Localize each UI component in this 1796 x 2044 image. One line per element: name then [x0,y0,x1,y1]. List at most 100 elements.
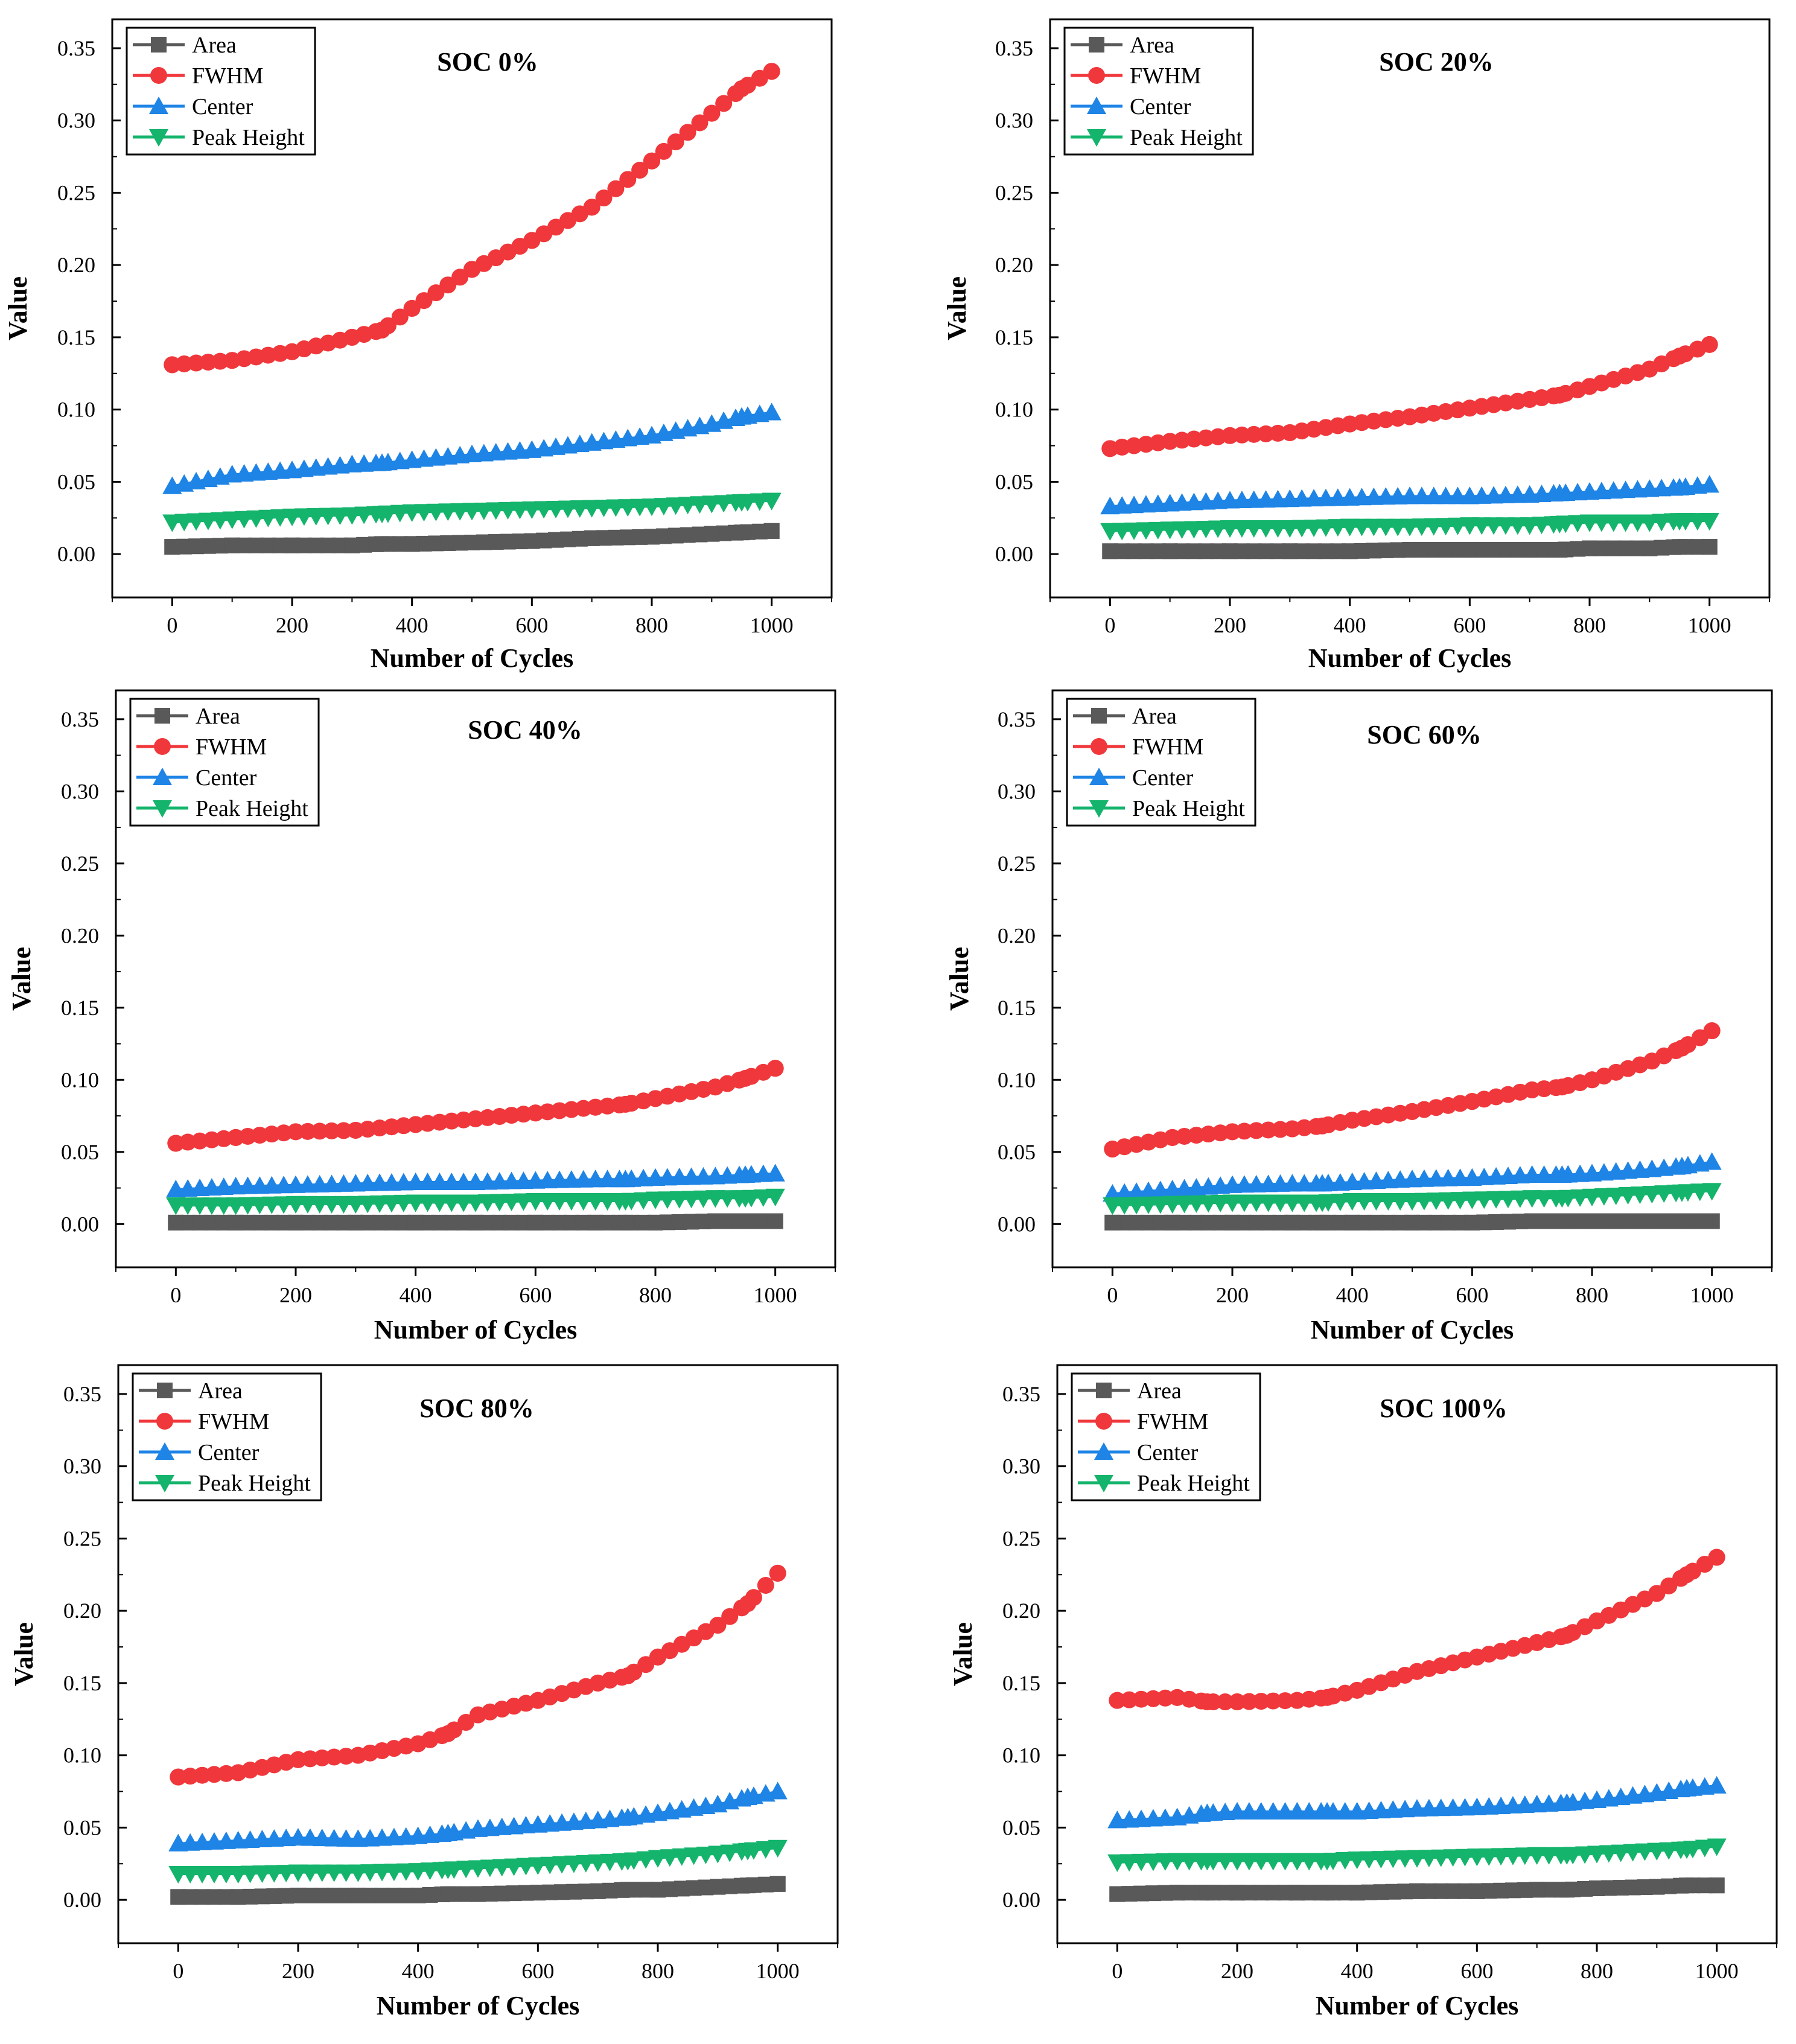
marker-peak-height [306,508,326,526]
marker-peak-height [516,1858,536,1876]
data-point-peak-height [618,1853,638,1871]
data-point-peak-height [1587,1845,1607,1864]
data-point-fwhm [1678,1566,1695,1584]
marker-peak-height [456,1861,476,1879]
data-point-peak-height [372,506,392,524]
data-point-fwhm [1224,1123,1241,1141]
y-tick-label: 0.00 [1002,1888,1040,1912]
marker-fwhm [679,124,696,141]
y-tick-label: 0.25 [998,852,1036,876]
legend: Area FWHM Center Peak Height [132,1372,322,1501]
data-point-area [230,1889,246,1905]
marker-peak-height [558,500,578,518]
marker-peak-height [426,503,446,521]
data-point-peak-height [1580,514,1599,532]
data-point-area [468,1214,483,1231]
data-point-center [646,1168,665,1186]
data-point-peak-height [228,1866,248,1884]
data-point-center [402,450,422,468]
data-point-peak-height [585,1193,605,1211]
marker-peak-height [1568,515,1588,533]
x-tick-label: 400 [402,1959,435,1983]
x-tick-label: 0 [1107,1283,1118,1307]
marker-peak-height [186,513,206,531]
data-point-peak-height [1642,1186,1662,1204]
marker-fwhm [1233,426,1250,444]
data-point-area [587,1214,603,1231]
data-point-area [224,537,240,553]
data-point-area [1469,1883,1485,1899]
legend: Area FWHM Center Peak Height [1063,27,1254,156]
data-point-fwhm [463,261,480,278]
data-point-area [1644,1213,1660,1229]
marker-peak-height [681,1191,701,1209]
marker-peak-height [678,497,698,515]
marker-fwhm [1121,1691,1138,1708]
data-point-center [1282,1174,1302,1192]
legend-label: Peak Height [1132,796,1245,821]
data-point-fwhm [739,1595,756,1613]
legend-label: FWHM [1132,734,1203,760]
series-area [1102,539,1718,559]
data-point-center [466,1172,485,1190]
data-point-area [644,529,660,545]
x-tick-label: 0 [1104,613,1115,637]
data-point-fwhm [1584,1071,1600,1089]
marker-fwhm [595,189,613,207]
marker-peak-height [1143,1853,1163,1871]
data-point-peak-height [1220,520,1240,538]
y-axis-title: Value [948,1622,978,1686]
data-point-center [1407,1799,1427,1817]
data-point-peak-height [1228,1853,1247,1871]
data-point-center [762,403,782,421]
data-point-fwhm [343,328,361,346]
marker-fwhm [619,171,637,188]
marker-fwhm [1264,1692,1282,1710]
data-point-area [1672,539,1687,555]
marker-peak-height [510,501,530,520]
legend-label: Peak Height [1137,1471,1250,1496]
data-point-center [348,1829,368,1847]
data-point-fwhm [1343,1112,1361,1129]
marker-peak-height [396,1863,416,1881]
y-tick-label: 0.35 [995,36,1033,60]
data-point-peak-height [1707,1838,1727,1856]
data-point-fwhm [707,1078,724,1096]
marker-peak-height [1606,1187,1626,1205]
series-line-fwhm [178,1572,779,1778]
marker-peak-height [514,1193,533,1211]
legend-label: Center [1137,1440,1199,1465]
data-point-center [1223,1175,1242,1193]
data-point-center [1160,494,1180,512]
marker-fwhm [1276,1692,1294,1710]
marker-peak-height [504,1858,524,1876]
marker-fwhm [1156,1689,1174,1707]
data-point-peak-height [1407,1850,1427,1868]
marker-peak-height [1695,1839,1715,1858]
y-tick-label: 0.00 [61,1212,99,1236]
series-center [162,403,782,494]
data-point-peak-height [1107,1854,1127,1872]
chart-title: SOC 80% [419,1393,533,1423]
data-point-fwhm [1348,1681,1366,1699]
marker-peak-height [1448,517,1468,535]
series-line-fwhm [1117,1556,1718,1704]
marker-peak-height [1304,520,1324,538]
data-point-peak-height [408,1863,428,1881]
data-point-center [1467,1797,1487,1815]
marker-peak-height [438,503,458,521]
y-tick-label: 0.30 [995,109,1033,133]
legend-marker-area [1089,37,1104,53]
data-point-area [1554,1213,1570,1229]
legend-marker-peak-height [155,1475,174,1492]
legend-marker-fwhm [1095,1413,1112,1430]
data-point-area [1229,1885,1245,1901]
data-point-peak-height [1550,515,1570,533]
data-point-fwhm [403,300,421,317]
data-point-center [1582,1164,1602,1182]
y-tick-label: 0.05 [63,1815,101,1839]
x-tick-label: 800 [1576,1283,1608,1307]
chart-title: SOC 0% [437,47,538,77]
data-point-fwhm [529,1692,547,1709]
x-tick-label: 600 [1453,613,1486,637]
